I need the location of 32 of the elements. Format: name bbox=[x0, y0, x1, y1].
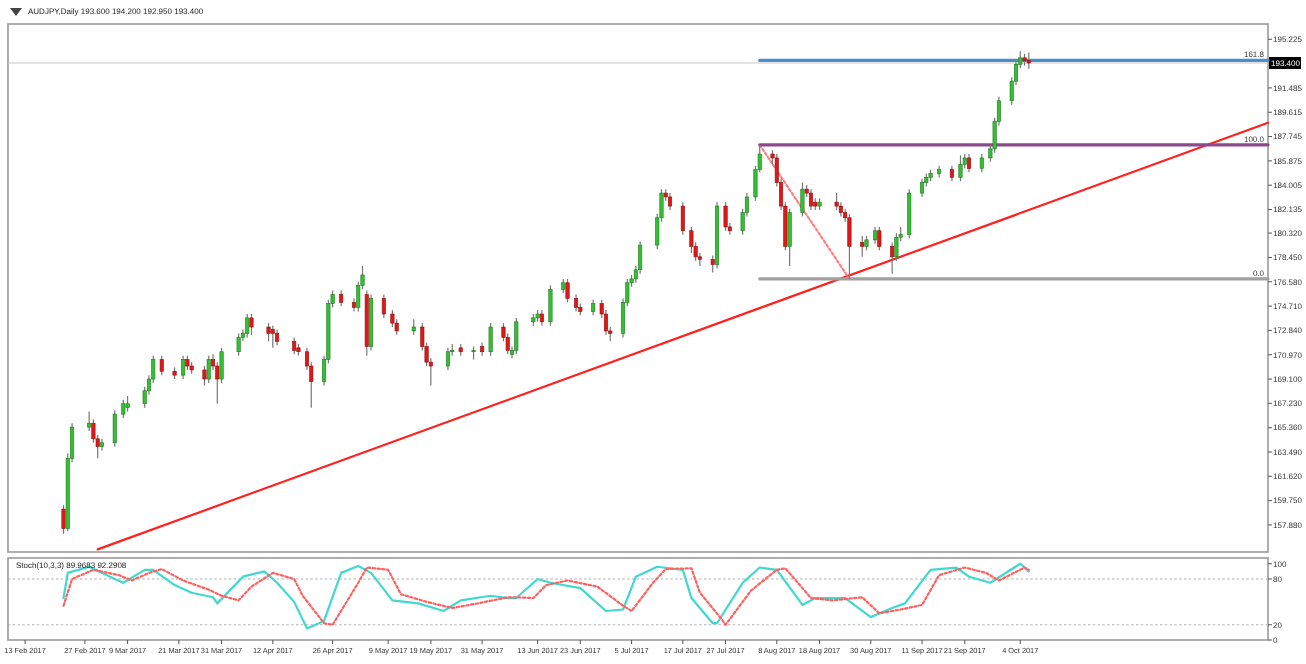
candlestick bbox=[548, 284, 553, 327]
candlestick bbox=[787, 208, 792, 267]
candlestick bbox=[445, 347, 450, 371]
candlestick bbox=[381, 293, 386, 319]
candlestick bbox=[236, 332, 241, 357]
candlestick bbox=[979, 153, 984, 173]
candlestick bbox=[920, 178, 925, 198]
candlestick bbox=[958, 154, 963, 182]
candlestick bbox=[565, 278, 570, 303]
candlestick bbox=[206, 355, 211, 384]
candlestick bbox=[488, 322, 493, 357]
candlestick bbox=[249, 313, 254, 336]
candlestick bbox=[270, 325, 275, 349]
candlestick bbox=[907, 188, 912, 240]
candlestick bbox=[800, 182, 805, 218]
candlestick bbox=[266, 322, 271, 342]
candlestick bbox=[723, 201, 728, 232]
candlestick bbox=[638, 240, 643, 275]
candlestick bbox=[159, 355, 164, 376]
candlestick bbox=[245, 313, 250, 339]
candlestick bbox=[680, 201, 685, 236]
candlestick bbox=[514, 317, 519, 355]
candlestick bbox=[847, 213, 852, 280]
candlestick bbox=[808, 188, 813, 211]
candlestick bbox=[890, 241, 895, 275]
candlestick bbox=[121, 399, 126, 419]
candlestick bbox=[860, 235, 865, 258]
candlestick bbox=[967, 153, 972, 173]
candlestick bbox=[877, 226, 882, 251]
candlestick bbox=[99, 438, 104, 452]
candlestick bbox=[112, 409, 117, 448]
candlestick bbox=[689, 226, 694, 254]
